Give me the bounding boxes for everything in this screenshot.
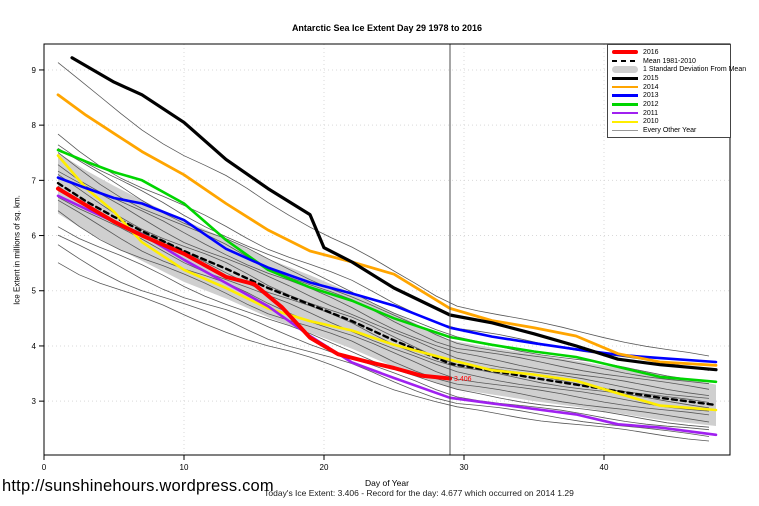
series-2012-line: [56, 148, 718, 384]
legend-item-label: 2014: [643, 83, 659, 91]
series-2015-line: [70, 56, 718, 372]
legend-swatch: [612, 94, 638, 98]
legend-item-2014: 2014: [612, 83, 727, 92]
y-axis-label: Ice Extent in millions of sq. km.: [12, 195, 22, 305]
legend-swatch: [612, 59, 638, 63]
y-tick-label: 4: [32, 342, 37, 351]
legend-item-label: 2016: [643, 48, 659, 56]
legend-item-2010: 2010: [612, 118, 727, 127]
x-tick-label: 0: [42, 463, 47, 472]
legend-item-label: 1 Standard Deviation From Mean: [643, 66, 747, 74]
legend-item-2011: 2011: [612, 109, 727, 118]
legend-item-2016: 2016: [612, 48, 727, 57]
x-tick-label: 30: [460, 463, 469, 472]
legend-swatch: [612, 103, 638, 106]
legend-swatch: [612, 111, 638, 115]
y-tick-label: 9: [32, 66, 37, 75]
legend-item-2013: 2013: [612, 91, 727, 100]
legend: 2016 Mean 1981-2010 1 Standard Deviation F…: [607, 44, 746, 138]
legend-item-every-other-year: Every Other Year: [612, 126, 727, 135]
legend-swatch: [612, 85, 638, 89]
y-tick-label: 8: [32, 121, 37, 130]
year-line-11: [57, 199, 710, 416]
legend-item-2012: 2012: [612, 100, 727, 109]
y-tick-label: 3: [32, 397, 37, 406]
legend-item-label: 2010: [643, 118, 659, 126]
footnote: Today's Ice Extent: 3.406 - Record for t…: [264, 488, 574, 498]
series-mean-1981-2010-line: [56, 181, 718, 407]
plot-border: [43, 43, 731, 456]
year-line-14: [57, 234, 710, 431]
chart-title: Antarctic Sea Ice Extent Day 29 1978 to …: [291, 23, 483, 33]
y-tick-label: 7: [32, 176, 37, 185]
year-line-16: [57, 262, 710, 442]
x-tick-label: 40: [600, 463, 609, 472]
x-tick-label: 20: [320, 463, 329, 472]
y-tick-label: 6: [32, 232, 37, 241]
x-tick-label: 10: [180, 463, 189, 472]
year-line-10: [57, 196, 710, 412]
legend-item-label: 2015: [643, 74, 659, 82]
legend-item-mean-1981-2010: Mean 1981-2010: [612, 57, 727, 66]
end-point-value-label: 3.406: [454, 376, 472, 383]
legend-swatch: [612, 66, 638, 74]
year-line-12: [57, 210, 710, 423]
year-line-6: [57, 164, 710, 396]
legend-item-1-standard-deviation-from-mean: 1 Standard Deviation From Mean: [612, 65, 746, 74]
year-line-7: [57, 170, 710, 399]
legend-swatch: [612, 130, 638, 132]
legend-item-label: 2012: [643, 100, 659, 108]
legend-swatch: [612, 77, 638, 80]
series-2016-line: [56, 186, 452, 381]
year-line-1: [57, 62, 710, 357]
year-line-15: [57, 244, 710, 437]
legend-swatch: [612, 120, 638, 124]
legend-item-label: Every Other Year: [643, 127, 697, 135]
legend-item-label: 2011: [643, 109, 659, 117]
std-dev-band: [58, 152, 716, 426]
y-tick-label: 5: [32, 287, 37, 296]
legend-item-2015: 2015: [612, 74, 727, 83]
year-line-9: [57, 185, 710, 409]
url-caption: http://sunshinehours.wordpress.com: [2, 477, 274, 495]
year-line-5: [57, 152, 710, 390]
legend-item-label: 2013: [643, 92, 659, 100]
x-axis-label: Day of Year: [365, 478, 409, 488]
legend-swatch: [612, 50, 638, 55]
legend-item-label: Mean 1981-2010: [643, 57, 696, 65]
